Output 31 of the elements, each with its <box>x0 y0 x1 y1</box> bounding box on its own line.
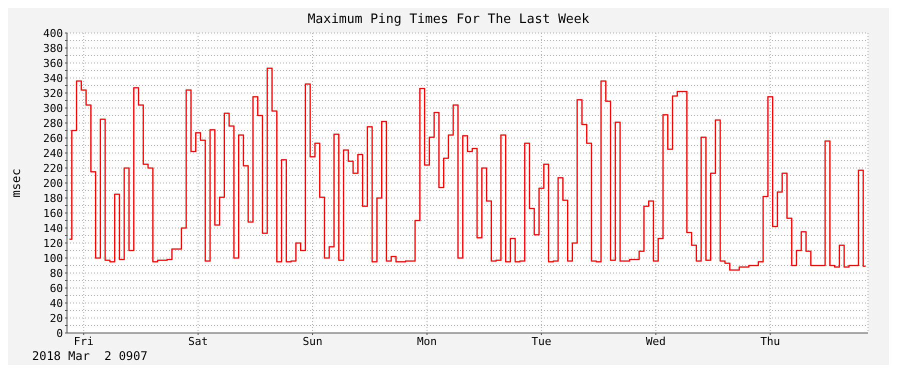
y-tick-label: 160 <box>43 206 63 220</box>
x-tick-label: Mon <box>417 334 437 348</box>
x-tick-label: Sun <box>302 334 322 348</box>
y-axis-title: msec <box>9 168 23 198</box>
y-tick-label: 120 <box>43 236 63 250</box>
x-tick-label: Wed <box>646 334 666 348</box>
y-tick-label: 280 <box>43 116 63 130</box>
y-tick-label: 360 <box>43 56 63 70</box>
text: 2018 Mar 2 0907 <box>32 349 148 363</box>
y-tick-label: 20 <box>50 312 63 325</box>
y-tick-label: 0 <box>56 326 63 340</box>
y-tick-label: 300 <box>43 102 63 115</box>
y-tick-label: 140 <box>43 222 63 235</box>
chart-title: Maximum Ping Times For The Last Week <box>306 12 590 27</box>
y-tick-label: 240 <box>43 146 63 160</box>
y-tick-label: 400 <box>43 26 63 40</box>
x-tick-label: Sat <box>188 334 208 348</box>
y-tick-label: 40 <box>50 296 63 310</box>
y-tick-label: 340 <box>43 72 63 85</box>
y-tick-label: 320 <box>43 86 63 100</box>
y-tick-label: 260 <box>43 132 63 145</box>
y-tick-label: 80 <box>50 266 63 280</box>
y-tick-label: 200 <box>43 176 63 190</box>
y-tick-label: 100 <box>43 252 63 265</box>
x-tick-label: Tue <box>531 334 552 348</box>
x-tick-label: Fri <box>74 334 94 348</box>
y-tick-label: 60 <box>50 282 63 295</box>
y-tick-label: 180 <box>43 192 63 205</box>
y-tick-label: 380 <box>43 42 63 55</box>
x-tick-label: Thu <box>760 334 780 348</box>
y-tick-label: 220 <box>43 162 63 175</box>
